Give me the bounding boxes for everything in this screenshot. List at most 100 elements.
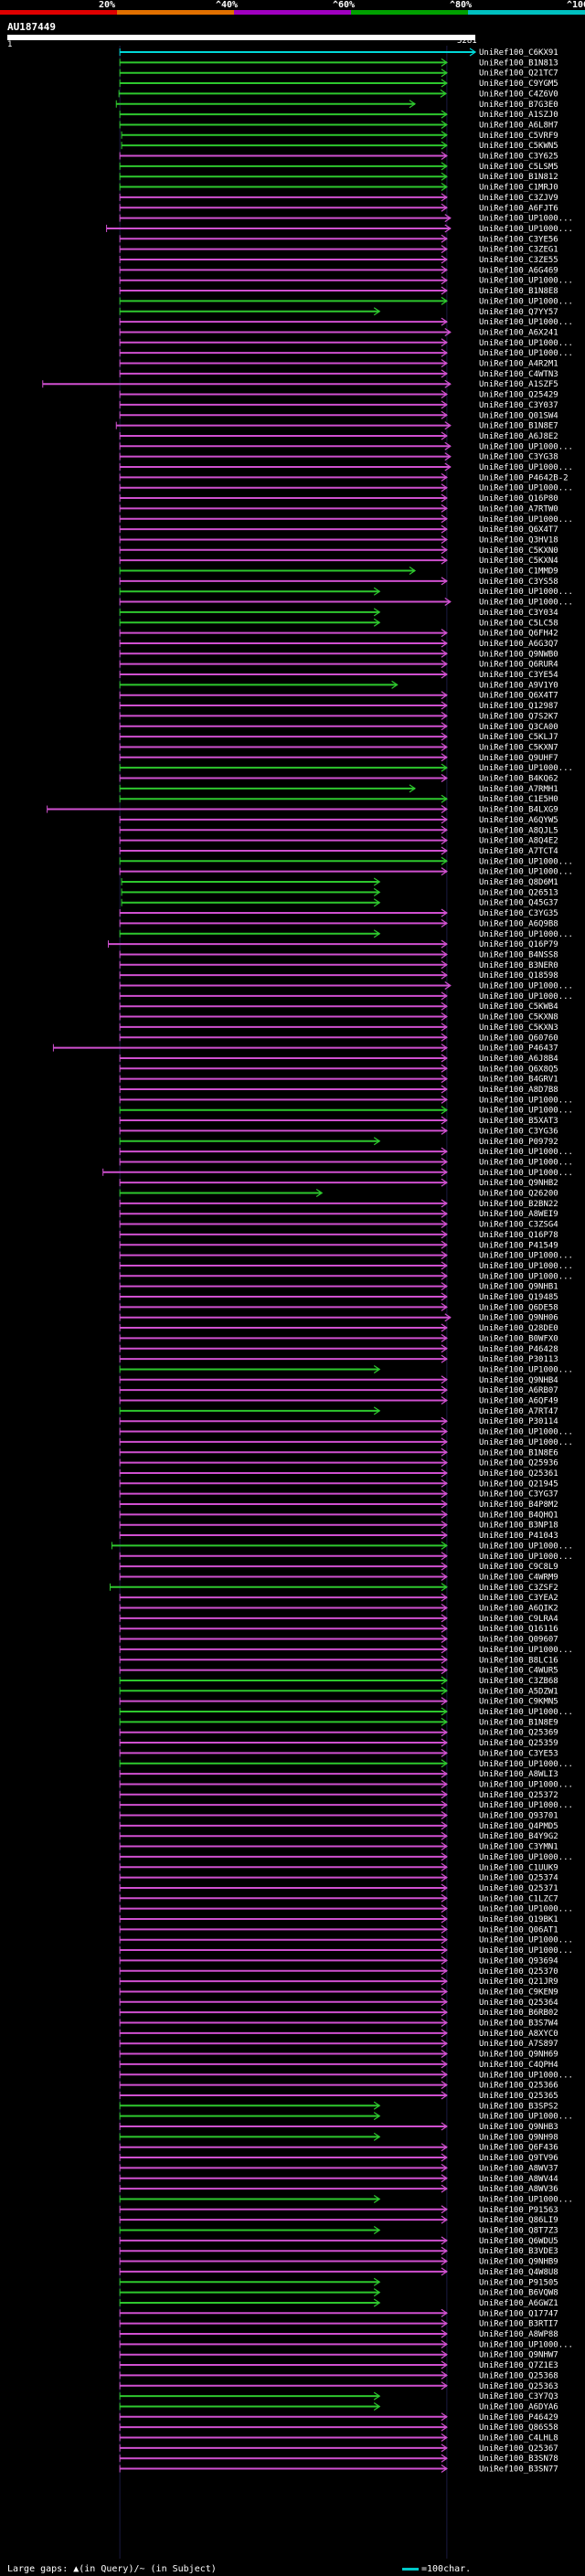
hit-row[interactable]: UniRef100_A6FJT6 [119,203,558,213]
hit-row[interactable]: UniRef100_C3YE54 [119,670,558,680]
hit-row[interactable]: UniRef100_A6G469 [119,265,558,275]
hit-label[interactable]: UniRef100_C5LC58 [479,619,558,628]
hit-label[interactable]: UniRef100_A6X241 [479,328,558,337]
hit-label[interactable]: UniRef100_Q9NHW7 [479,2351,558,2360]
hit-label[interactable]: UniRef100_P09792 [479,1138,558,1147]
hit-label[interactable]: UniRef100_UP1000... [479,982,573,991]
hit-label[interactable]: UniRef100_A8WP88 [479,2330,558,2339]
hit-label[interactable]: UniRef100_A5DZW1 [479,1687,558,1696]
hit-label[interactable]: UniRef100_C3YE53 [479,1749,558,1758]
hit-label[interactable]: UniRef100_A6G3Q7 [479,640,558,649]
hit-row[interactable]: UniRef100_Q16P79 [108,939,558,949]
hit-row[interactable]: UniRef100_Q7YY57 [119,307,558,317]
hit-row[interactable]: UniRef100_C1MRJ0 [119,183,558,193]
hit-label[interactable]: UniRef100_UP1000... [479,215,573,224]
hit-row[interactable]: UniRef100_Q19BK1 [119,1914,558,1924]
hit-row[interactable]: UniRef100_P30113 [119,1354,558,1364]
hit-row[interactable]: UniRef100_A7RTW0 [119,504,558,514]
hit-label[interactable]: UniRef100_UP1000... [479,2195,573,2204]
hit-label[interactable]: UniRef100_B6VQW8 [479,2289,558,2298]
hit-label[interactable]: UniRef100_B3RTI7 [479,2320,558,2329]
hit-row[interactable]: UniRef100_UP1000... [119,598,573,608]
hit-row[interactable]: UniRef100_UP1000... [119,1645,573,1655]
hit-row[interactable]: UniRef100_Q17747 [119,2308,558,2318]
hit-label[interactable]: UniRef100_C4LHL8 [479,2434,558,2443]
hit-label[interactable]: UniRef100_Q45G37 [479,899,558,908]
hit-label[interactable]: UniRef100_Q9NH69 [479,2051,558,2060]
hit-label[interactable]: UniRef100_A1SZF5 [479,380,558,389]
hit-row[interactable]: UniRef100_A1SZJ0 [119,110,558,120]
hit-label[interactable]: UniRef100_Q6RUR4 [479,661,558,670]
hit-row[interactable]: UniRef100_Q25371 [119,1883,558,1893]
hit-row[interactable]: UniRef100_B6RB02 [119,2008,558,2018]
hit-row[interactable]: UniRef100_Q9NHB9 [119,2257,558,2267]
hit-label[interactable]: UniRef100_C3ZE55 [479,256,558,265]
hit-row[interactable]: UniRef100_UP1000... [119,483,573,493]
hit-label[interactable]: UniRef100_C5KLJ7 [479,733,558,742]
hit-label[interactable]: UniRef100_UP1000... [479,868,573,877]
hit-label[interactable]: UniRef100_Q9TV96 [479,2154,558,2163]
hit-label[interactable]: UniRef100_Q06AT1 [479,1925,558,1935]
hit-row[interactable]: UniRef100_B3NER0 [119,960,558,970]
hit-label[interactable]: UniRef100_B3SN77 [479,2465,558,2475]
hit-label[interactable]: UniRef100_A8WV37 [479,2164,558,2173]
hit-row[interactable]: UniRef100_UP1000... [119,1779,573,1789]
hit-row[interactable]: UniRef100_UP1000... [119,1852,573,1862]
hit-row[interactable]: UniRef100_C3ZSF2 [109,1583,558,1593]
hit-row[interactable]: UniRef100_UP1000... [119,317,573,327]
hit-label[interactable]: UniRef100_P41549 [479,1241,558,1250]
hit-row[interactable]: UniRef100_UP1000... [119,1251,573,1261]
hit-row[interactable]: UniRef100_C3ZE55 [119,255,558,265]
hit-row[interactable]: UniRef100_Q21TC7 [119,69,558,79]
hit-row[interactable]: UniRef100_UP1000... [119,1945,573,1956]
hit-row[interactable]: UniRef100_Q09607 [119,1635,558,1645]
hit-row[interactable]: UniRef100_C5LSM5 [119,162,558,172]
hit-row[interactable]: UniRef100_C3YE56 [119,234,558,244]
hit-row[interactable]: UniRef100_Q7Z1E3 [119,2360,558,2370]
hit-row[interactable]: UniRef100_A9V1Y0 [119,680,558,690]
hit-row[interactable]: UniRef100_A8WV36 [119,2184,558,2194]
hit-label[interactable]: UniRef100_C3Y7Q3 [479,2392,558,2401]
hit-label[interactable]: UniRef100_Q9NHB4 [479,1376,558,1385]
hit-row[interactable]: UniRef100_Q3HV18 [119,535,558,545]
hit-row[interactable]: UniRef100_Q6F436 [119,2143,558,2153]
hit-label[interactable]: UniRef100_C3YEA2 [479,1594,558,1603]
hit-label[interactable]: UniRef100_Q86S58 [479,2423,558,2433]
hit-row[interactable]: UniRef100_Q25374 [119,1873,558,1883]
hit-row[interactable]: UniRef100_Q6RUR4 [119,660,558,670]
hit-label[interactable]: UniRef100_B4Y9G2 [479,1832,558,1841]
hit-label[interactable]: UniRef100_Q12987 [479,702,558,711]
hit-label[interactable]: UniRef100_A6QYW5 [479,816,558,825]
hit-label[interactable]: UniRef100_UP1000... [479,599,573,608]
hit-label[interactable]: UniRef100_P4642B-2 [479,473,569,482]
hit-label[interactable]: UniRef100_A8D7B8 [479,1086,558,1095]
hit-row[interactable]: UniRef100_Q86S58 [119,2422,558,2433]
hit-label[interactable]: UniRef100_UP1000... [479,2340,573,2349]
hit-label[interactable]: UniRef100_A7TCT4 [479,847,558,856]
hit-label[interactable]: UniRef100_UP1000... [479,1905,573,1914]
hit-row[interactable]: UniRef100_P91505 [119,2277,558,2287]
hit-row[interactable]: UniRef100_C3ZB68 [119,1676,558,1686]
hit-label[interactable]: UniRef100_UP1000... [479,1107,573,1116]
hit-label[interactable]: UniRef100_UP1000... [479,1936,573,1945]
hit-label[interactable]: UniRef100_C3YE54 [479,671,558,680]
hit-row[interactable]: UniRef100_UP1000... [119,1271,573,1281]
hit-row[interactable]: UniRef100_B6VQW8 [119,2288,558,2298]
hit-row[interactable]: UniRef100_Q9NHB1 [119,1282,558,1292]
hit-label[interactable]: UniRef100_C3YE56 [479,235,558,244]
hit-label[interactable]: UniRef100_UP1000... [479,1272,573,1281]
hit-label[interactable]: UniRef100_Q25374 [479,1874,558,1883]
hit-label[interactable]: UniRef100_UP1000... [479,2113,573,2122]
hit-row[interactable]: UniRef100_UP1000... [119,1759,573,1769]
hit-label[interactable]: UniRef100_B1N813 [479,58,558,68]
hit-row[interactable]: UniRef100_Q21945 [119,1479,558,1489]
hit-label[interactable]: UniRef100_C3Y037 [479,401,558,410]
hit-row[interactable]: UniRef100_Q6X8Q5 [119,1064,558,1074]
hit-label[interactable]: UniRef100_Q6X4T7 [479,692,558,701]
hit-label[interactable]: UniRef100_C3ZSG4 [479,1221,558,1230]
hit-label[interactable]: UniRef100_P46429 [479,2413,558,2422]
hit-label[interactable]: UniRef100_Q25370 [479,1967,558,1977]
hit-row[interactable]: UniRef100_A6X241 [119,327,558,337]
hit-label[interactable]: UniRef100_Q16P80 [479,494,558,504]
hit-label[interactable]: UniRef100_A6QIK2 [479,1605,558,1614]
